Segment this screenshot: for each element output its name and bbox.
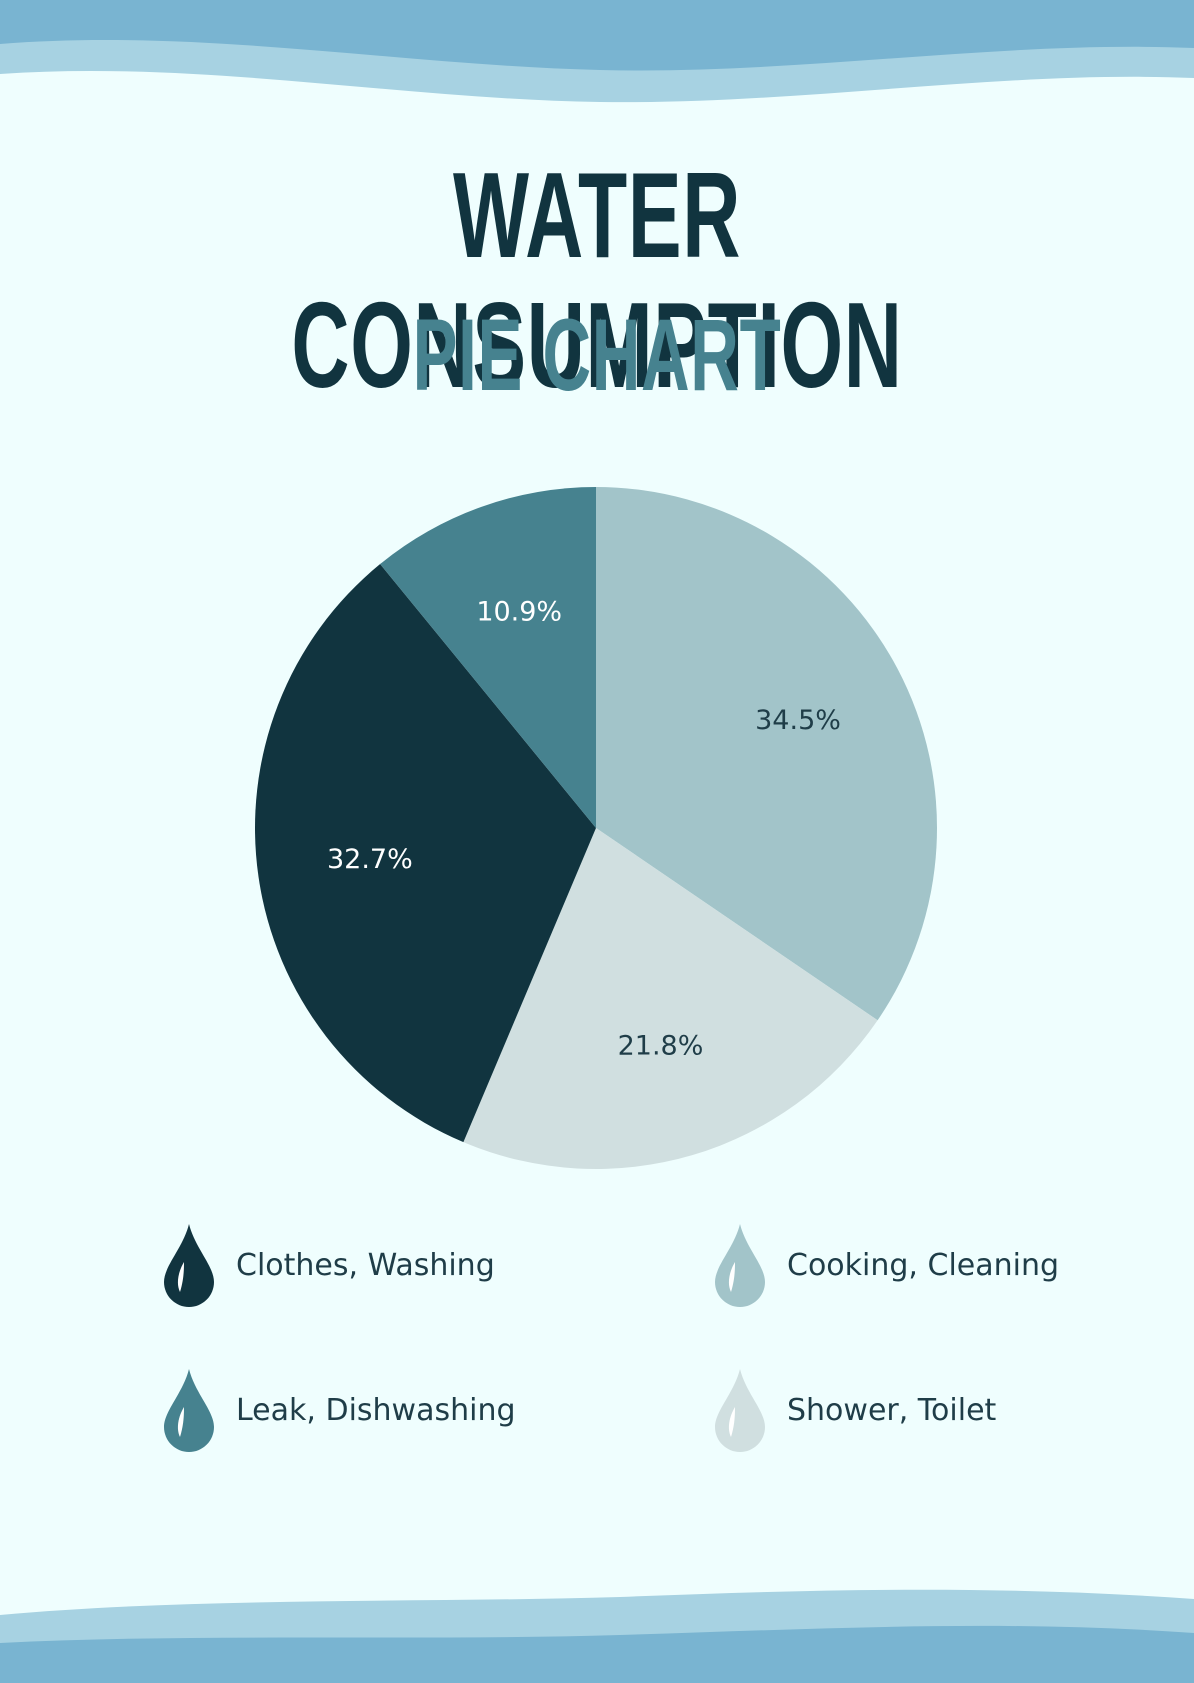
legend-item-leak-dishwashing: Leak, Dishwashing: [162, 1365, 516, 1455]
legend-label: Shower, Toilet: [787, 1392, 997, 1428]
page-title: WATER CONSUMPTION: [291, 147, 903, 413]
water-drop-icon: [715, 1224, 765, 1307]
bottom-wave-decoration: [0, 1589, 1194, 1683]
water-drop-shape: [715, 1224, 765, 1307]
slice-label-cooking-cleaning: 34.5%: [755, 705, 841, 736]
bottom-wave-dark: [0, 1625, 1194, 1683]
pie-slice-clothes-washing: [255, 564, 596, 1143]
legend-label: Cooking, Cleaning: [787, 1247, 1060, 1283]
legend-label: Clothes, Washing: [236, 1247, 495, 1283]
chart-legend: Clothes, Washing Cooking, Cleaning Leak,…: [0, 1220, 1194, 1480]
water-drop-highlight: [728, 1262, 735, 1292]
water-drop-shape: [164, 1224, 214, 1307]
water-drop-highlight: [177, 1407, 184, 1437]
legend-item-clothes-washing: Clothes, Washing: [162, 1220, 495, 1310]
legend-item-shower-toilet: Shower, Toilet: [713, 1365, 996, 1455]
water-drop-shape: [715, 1369, 765, 1452]
pie-slice-cooking-cleaning: [596, 487, 938, 1021]
legend-label: Leak, Dishwashing: [236, 1392, 516, 1428]
page-subtitle: PIE CHART: [412, 298, 782, 412]
slice-label-clothes-washing: 32.7%: [327, 844, 413, 875]
water-drop-highlight: [177, 1262, 184, 1292]
slice-label-shower-toilet: 21.8%: [618, 1031, 704, 1062]
water-drop-shape: [164, 1369, 214, 1452]
water-drop-icon: [164, 1369, 214, 1452]
pie-slice-leak-dishwashing: [380, 487, 596, 828]
slice-label-leak-dishwashing: 10.9%: [476, 596, 562, 627]
pie-slice-shower-toilet: [463, 828, 878, 1169]
water-drop-icon: [715, 1369, 765, 1452]
top-wave-dark: [0, 0, 1194, 71]
legend-item-cooking-cleaning: Cooking, Cleaning: [713, 1220, 1059, 1310]
water-drop-highlight: [728, 1407, 735, 1437]
top-wave-decoration: [0, 0, 1194, 103]
water-drop-icon: [164, 1224, 214, 1307]
